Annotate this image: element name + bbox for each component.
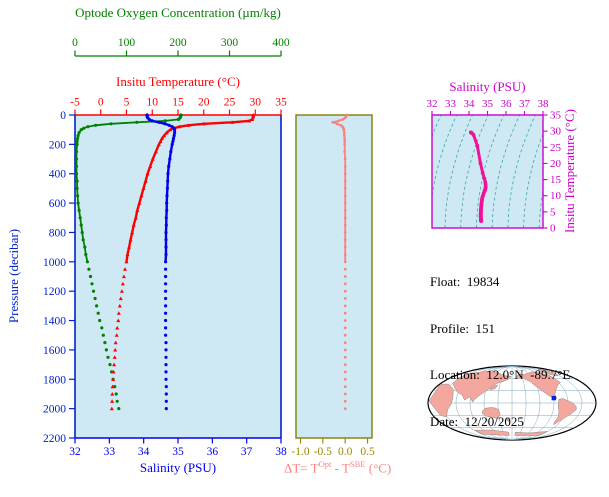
svg-text:34: 34 <box>138 446 150 458</box>
ts-temperature-axis-title: Insitu Temperature (°C) <box>562 109 577 233</box>
svg-text:2200: 2200 <box>43 433 66 445</box>
delta-t-label-suffix: (°C) <box>365 460 392 476</box>
profile-number-line: Profile: 151 <box>430 320 495 336</box>
svg-text:33: 33 <box>445 98 457 110</box>
svg-text:0: 0 <box>550 223 556 235</box>
svg-text:15: 15 <box>172 97 184 109</box>
svg-text:200: 200 <box>49 139 67 151</box>
svg-text:0: 0 <box>60 110 66 122</box>
delta-t-axis-title: ΔT= TOpt - TSBE (°C) <box>284 459 392 476</box>
salinity-curve <box>145 113 177 411</box>
delta-t-label-prefix: ΔT= T <box>284 460 319 476</box>
ts-curve <box>469 130 488 224</box>
pressure-axis: 0 200 400 600 800 1000 1200 1400 1600 1800 2000 220… <box>43 110 75 445</box>
svg-text:35: 35 <box>550 110 562 122</box>
svg-text:10: 10 <box>147 97 159 109</box>
svg-text:400: 400 <box>272 37 290 49</box>
svg-text:1000: 1000 <box>43 257 66 269</box>
svg-text:38: 38 <box>275 446 287 458</box>
svg-text:35: 35 <box>275 97 287 109</box>
ts-diagram: 32 33 34 35 36 37 38 0 5 10 15 20 25 30 35 <box>427 98 562 235</box>
svg-text:20: 20 <box>198 97 210 109</box>
salinity-axis: 32 33 34 35 36 37 38 <box>69 438 287 458</box>
svg-text:600: 600 <box>49 198 67 210</box>
svg-text:1400: 1400 <box>43 316 66 328</box>
svg-text:300: 300 <box>221 37 239 49</box>
svg-text:30: 30 <box>250 97 262 109</box>
ts-salinity-axis-title: Salinity (PSU) <box>449 79 526 94</box>
svg-text:30: 30 <box>550 126 562 138</box>
oxygen-axis: 0 100 200 300 400 <box>72 37 290 57</box>
delta-t-curve <box>331 113 349 410</box>
svg-text:1200: 1200 <box>43 286 66 298</box>
svg-text:-1.0: -1.0 <box>291 446 309 458</box>
svg-text:5: 5 <box>550 206 556 218</box>
svg-text:37: 37 <box>241 446 253 458</box>
svg-text:25: 25 <box>550 142 562 154</box>
pressure-axis-title: Pressure (decibar) <box>6 228 21 324</box>
svg-text:0.0: 0.0 <box>338 446 353 458</box>
svg-text:-0.5: -0.5 <box>314 446 332 458</box>
temperature-axis-title: Insitu Temperature (°C) <box>116 74 240 89</box>
delta-t-label-sup-opt: Opt <box>318 459 332 469</box>
svg-text:400: 400 <box>49 169 67 181</box>
svg-text:5: 5 <box>124 97 130 109</box>
svg-text:38: 38 <box>538 98 550 110</box>
world-map <box>427 365 597 441</box>
svg-text:800: 800 <box>49 227 67 239</box>
date-line: Date: 12/20/2025 <box>430 413 524 429</box>
svg-text:36: 36 <box>207 446 219 458</box>
svg-text:36: 36 <box>501 98 513 110</box>
oxygen-curve <box>74 113 183 411</box>
salinity-axis-title: Salinity (PSU) <box>139 460 217 475</box>
map-interior <box>428 366 596 440</box>
svg-text:0.5: 0.5 <box>360 446 375 458</box>
svg-text:37: 37 <box>519 98 531 110</box>
svg-text:35: 35 <box>172 446 184 458</box>
delta-t-label-sup-sbe: SBE <box>349 459 366 469</box>
svg-text:15: 15 <box>550 174 562 186</box>
svg-text:35: 35 <box>482 98 494 110</box>
float-location-marker <box>551 395 556 401</box>
svg-text:2000: 2000 <box>43 404 66 416</box>
delta-t-plot: -1.0 -0.5 0.0 0.5 <box>291 113 375 458</box>
location-line: Location: 12.0°N -89.7°E <box>430 367 571 382</box>
density-contours <box>432 115 543 228</box>
svg-text:32: 32 <box>427 98 438 110</box>
temperature-axis: -5 0 5 10 15 20 25 30 35 <box>70 97 287 115</box>
svg-text:25: 25 <box>224 97 236 109</box>
svg-text:0: 0 <box>98 97 104 109</box>
svg-text:32: 32 <box>69 446 81 458</box>
float-id-line: Float: 19834 <box>430 274 500 289</box>
oxygen-axis-title: Optode Oxygen Concentration (µm/kg) <box>75 5 281 20</box>
svg-text:-5: -5 <box>70 97 80 109</box>
svg-text:200: 200 <box>169 37 187 49</box>
temperature-curve <box>109 113 256 411</box>
float-metadata: Float: 19834 Profile: 151 Location: 12.0… <box>430 243 570 460</box>
svg-text:1600: 1600 <box>43 345 66 357</box>
svg-text:34: 34 <box>464 98 476 110</box>
svg-text:20: 20 <box>550 158 562 170</box>
svg-text:100: 100 <box>118 37 136 49</box>
svg-text:0: 0 <box>72 37 78 49</box>
svg-text:10: 10 <box>550 190 562 202</box>
svg-text:33: 33 <box>104 446 116 458</box>
delta-t-label-mid: - T <box>331 460 350 476</box>
svg-text:1800: 1800 <box>43 374 66 386</box>
